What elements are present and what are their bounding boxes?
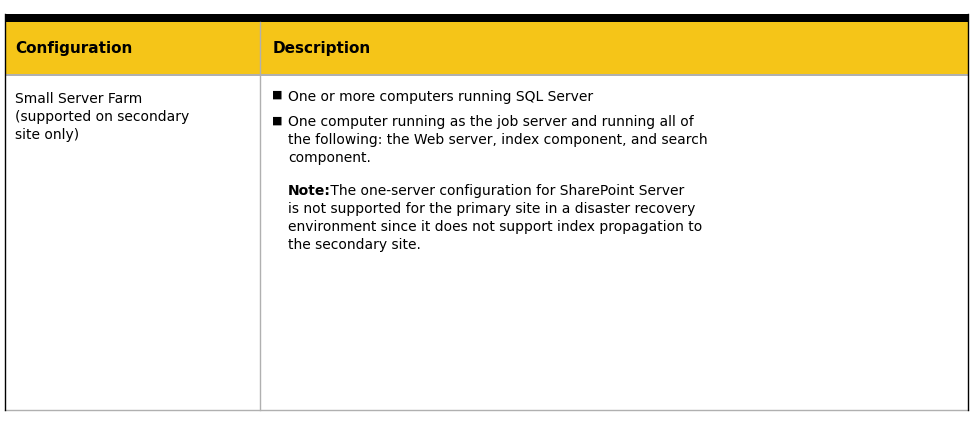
Text: One or more computers running SQL Server: One or more computers running SQL Server bbox=[288, 90, 594, 104]
Text: the secondary site.: the secondary site. bbox=[288, 238, 421, 252]
Text: Note:: Note: bbox=[288, 183, 331, 198]
Bar bbox=[5, 22, 968, 74]
Text: site only): site only) bbox=[15, 128, 79, 142]
Text: Configuration: Configuration bbox=[15, 40, 132, 55]
Text: is not supported for the primary site in a disaster recovery: is not supported for the primary site in… bbox=[288, 202, 696, 216]
Text: ■: ■ bbox=[272, 90, 283, 100]
Text: One computer running as the job server and running all of: One computer running as the job server a… bbox=[288, 115, 694, 129]
Bar bbox=[5, 74, 968, 76]
Text: (supported on secondary: (supported on secondary bbox=[15, 110, 190, 124]
Text: The one-server configuration for SharePoint Server: The one-server configuration for SharePo… bbox=[326, 183, 684, 198]
Text: the following: the Web server, index component, and search: the following: the Web server, index com… bbox=[288, 133, 707, 147]
Text: Description: Description bbox=[272, 40, 371, 55]
Text: Small Server Farm: Small Server Farm bbox=[15, 92, 142, 106]
Text: environment since it does not support index propagation to: environment since it does not support in… bbox=[288, 220, 703, 234]
Text: ■: ■ bbox=[272, 115, 283, 125]
Bar bbox=[5, 14, 968, 22]
Text: component.: component. bbox=[288, 151, 371, 165]
